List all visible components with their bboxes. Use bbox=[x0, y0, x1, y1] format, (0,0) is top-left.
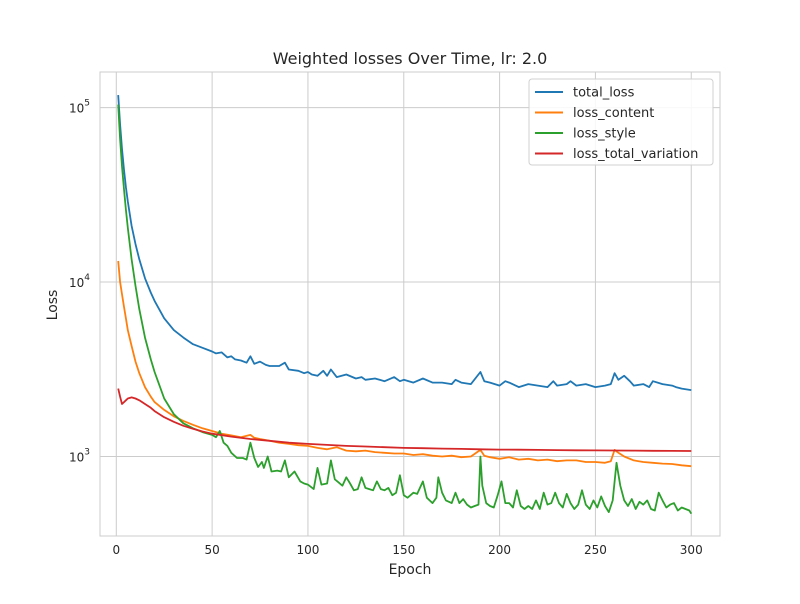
chart-title: Weighted losses Over Time, lr: 2.0 bbox=[273, 49, 548, 68]
x-tick-label: 250 bbox=[584, 543, 607, 557]
legend-label: loss_total_variation bbox=[573, 147, 698, 162]
series-line-loss-content bbox=[117, 260, 692, 468]
legend-box bbox=[528, 78, 714, 166]
y-axis-label: Loss bbox=[45, 290, 61, 321]
legend-label: total_loss bbox=[573, 86, 635, 101]
series-line-total-loss bbox=[117, 95, 692, 391]
series-lines bbox=[117, 95, 693, 515]
x-axis-label: Epoch bbox=[389, 562, 432, 578]
x-tick-label: 0 bbox=[112, 543, 120, 557]
series-line-loss-style bbox=[117, 104, 693, 515]
series-line-loss-total-variation bbox=[117, 388, 692, 452]
legend: total_loss loss_content loss_style loss_tot… bbox=[528, 78, 714, 166]
x-tick-label: 100 bbox=[296, 543, 319, 557]
x-tick-label: 150 bbox=[392, 543, 415, 557]
legend-label: loss_content bbox=[573, 106, 654, 121]
x-tick-label: 300 bbox=[680, 543, 703, 557]
legend-label: loss_style bbox=[573, 127, 636, 142]
x-tick-label: 50 bbox=[204, 543, 219, 557]
plot-frame bbox=[99, 71, 721, 537]
x-tick-label: 200 bbox=[488, 543, 511, 557]
